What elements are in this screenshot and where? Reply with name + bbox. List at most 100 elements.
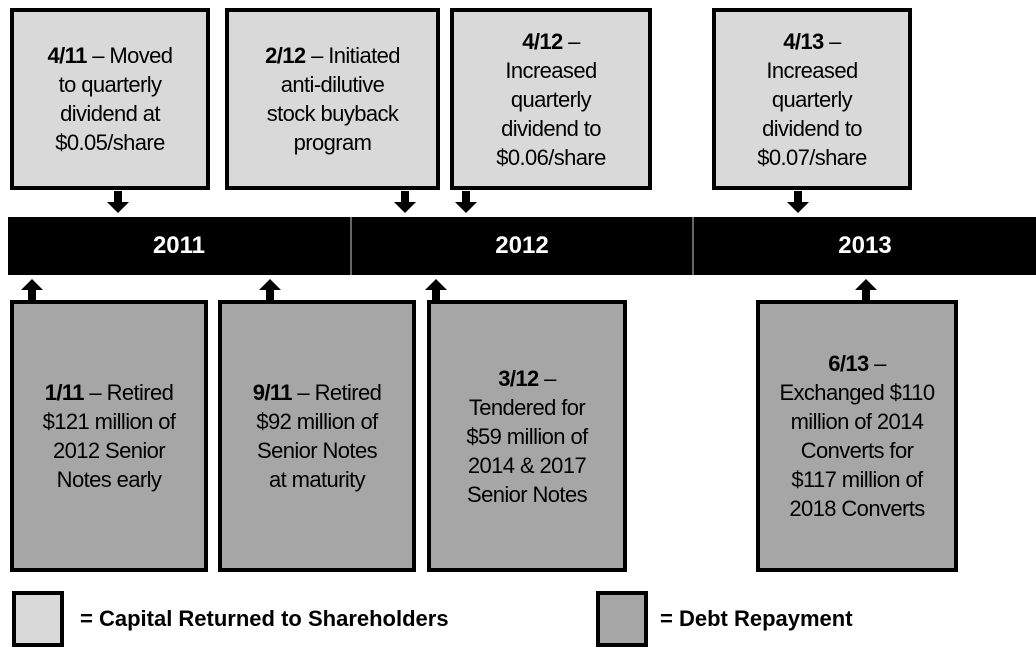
event-text: $0.07/share [757,144,867,170]
legend-label: = Capital Returned to Shareholders [80,606,449,631]
event-line: 3/12 – [498,364,556,393]
event-date: 3/12 [498,365,539,391]
event-line: anti-dilutive [280,70,385,99]
event-box: 9/11 – Retired $92 million of Senior Notes… [218,300,416,572]
event-box: 1/11 – Retired $121 million of 2012 Senior… [10,300,208,572]
arrow [394,191,416,213]
event-text: dividend at [60,101,160,126]
event-line: 2018 Converts [789,494,925,523]
event-line: Notes early [57,465,162,494]
separator [692,217,694,275]
timeline-bar: 2011 2012 2013 [8,217,1036,275]
event-text: at maturity [268,467,366,492]
event-text: stock buyback [266,101,399,126]
event-line: 2012 Senior [53,436,166,465]
event-line: 4/12 – [522,27,580,56]
event-text: – [544,365,556,391]
event-text: $0.06/share [496,144,606,170]
event-text: – [568,28,580,54]
event-text: – Retired [89,380,174,405]
event-text: program [293,130,372,155]
event-date: 2/12 [265,43,306,68]
event-text: dividend to [501,115,601,141]
event-line: $92 million of [256,407,378,436]
event-line: $59 million of [466,422,588,451]
event-line: $0.06/share [496,143,606,172]
event-date: 1/11 [44,380,85,405]
event-box: 4/12 – Increased quarterly dividend to $0.06… [450,8,652,190]
event-text: Tendered for [468,394,586,420]
event-line: dividend to [501,114,601,143]
event-text: $0.05/share [55,130,165,155]
event-line: at maturity [268,465,366,494]
event-line: $121 million of [43,407,176,436]
event-line: Converts for [801,436,914,465]
event-text: Increased [766,57,858,83]
legend-swatch [596,591,648,647]
event-text: $92 million of [256,409,378,434]
event-text: quarterly [510,86,592,112]
arrow [259,279,281,301]
event-line: program [294,128,372,157]
event-text: – Moved [92,43,173,68]
event-line: million of 2014 [791,407,924,436]
event-text: Notes early [56,467,162,492]
event-line: quarterly [771,85,853,114]
event-text: Increased [505,57,597,83]
event-text: Senior Notes [257,438,378,463]
event-line: Senior Notes [467,480,588,509]
arrow [787,191,809,213]
event-text: 2018 Converts [789,496,925,521]
event-line: 2014 & 2017 [468,451,587,480]
event-line: $0.07/share [757,143,867,172]
event-line: Increased [505,56,597,85]
event-text: Converts for [800,438,914,463]
event-line: 2/12 – Initiated [265,41,400,70]
event-date: 4/13 [783,28,824,54]
event-text: Exchanged $110 [779,380,935,405]
event-line: dividend at [60,99,160,128]
event-date: 6/13 [828,351,869,376]
event-text: quarterly [771,86,853,112]
event-text: – [874,351,886,376]
event-line: Tendered for [468,393,586,422]
event-text: to quarterly [58,72,162,97]
event-date: 9/11 [252,380,293,405]
legend-label: = Debt Repayment [660,606,853,631]
event-text: $121 million of [42,409,176,434]
event-line: 4/13 – [783,27,841,56]
year-label: 2012 [495,232,549,259]
event-line: Increased [766,56,858,85]
arrow [855,279,877,301]
event-line: $0.05/share [55,128,165,157]
event-box: 4/13 – Increased quarterly dividend to $0.07… [712,8,912,190]
arrow [455,191,477,213]
event-text: $59 million of [466,423,588,449]
event-box: 2/12 – Initiated anti-dilutive stock buyba… [225,8,440,190]
event-line: Exchanged $110 [779,378,935,407]
event-line: dividend to [762,114,862,143]
event-text: Senior Notes [467,481,588,507]
event-box: 4/11 – Moved to quarterly dividend at $0.05… [10,8,210,190]
event-text: million of 2014 [790,409,924,434]
event-line: 9/11 – Retired [253,378,382,407]
arrow [107,191,129,213]
event-line: to quarterly [59,70,162,99]
event-line: quarterly [510,85,592,114]
separator [350,217,352,275]
event-text: – Initiated [311,43,400,68]
event-text: dividend to [762,115,862,141]
event-date: 4/11 [47,43,88,68]
arrow [425,279,447,301]
event-line: 1/11 – Retired [45,378,174,407]
event-line: 4/11 – Moved [47,41,174,70]
legend-swatch [12,591,64,647]
event-text: anti-dilutive [280,72,385,97]
arrow [21,279,43,301]
event-date: 4/12 [522,28,563,54]
event-text: $117 million of [791,467,923,492]
event-text: – Retired [297,380,382,405]
event-line: 6/13 – [828,349,886,378]
event-line: $117 million of [791,465,923,494]
